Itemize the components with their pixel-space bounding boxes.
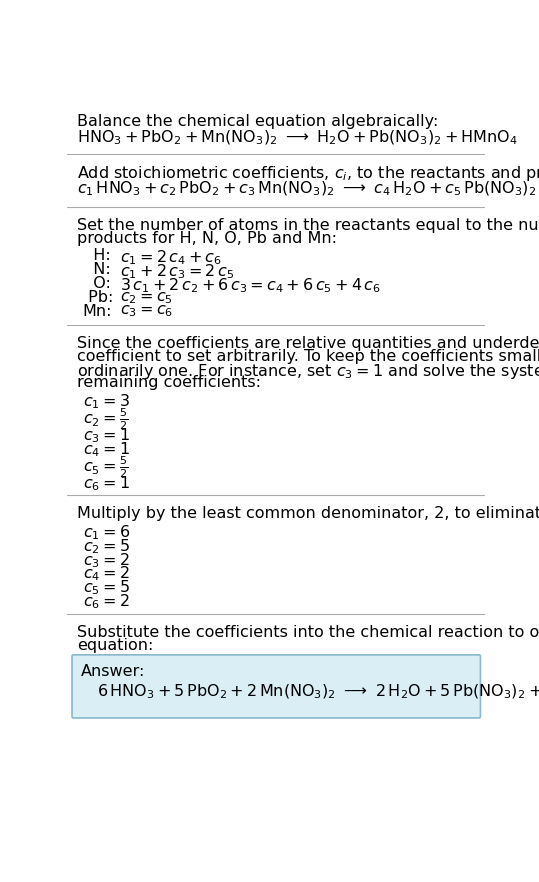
Text: $c_6 = 2$: $c_6 = 2$: [83, 593, 129, 611]
Text: O:: O:: [83, 276, 110, 291]
Text: $c_3 = 2$: $c_3 = 2$: [83, 551, 129, 570]
Text: ordinarily one. For instance, set $c_3 = 1$ and solve the system of equations fo: ordinarily one. For instance, set $c_3 =…: [77, 363, 539, 381]
Text: $3\,c_1 + 2\,c_2 + 6\,c_3 = c_4 + 6\,c_5 + 4\,c_6$: $3\,c_1 + 2\,c_2 + 6\,c_3 = c_4 + 6\,c_5…: [120, 276, 381, 295]
Text: Balance the chemical equation algebraically:: Balance the chemical equation algebraica…: [77, 114, 438, 129]
Text: remaining coefficients:: remaining coefficients:: [77, 376, 261, 391]
Text: $c_4 = 1$: $c_4 = 1$: [83, 440, 130, 459]
Text: $c_1 = 6$: $c_1 = 6$: [83, 523, 130, 542]
Text: Multiply by the least common denominator, 2, to eliminate fractional coefficient: Multiply by the least common denominator…: [77, 506, 539, 521]
Text: $c_3 = c_6$: $c_3 = c_6$: [120, 303, 173, 319]
Text: $c_1 = 2\,c_4 + c_6$: $c_1 = 2\,c_4 + c_6$: [120, 249, 222, 267]
Text: $c_3 = 1$: $c_3 = 1$: [83, 426, 130, 445]
Text: Pb:: Pb:: [83, 290, 113, 305]
Text: H:: H:: [83, 249, 110, 264]
Text: N:: N:: [83, 262, 110, 277]
Text: $\mathrm{HNO_3 + PbO_2 + Mn(NO_3)_2\ \longrightarrow\ H_2O + Pb(NO_3)_2 + HMnO_4: $\mathrm{HNO_3 + PbO_2 + Mn(NO_3)_2\ \lo…: [77, 129, 517, 147]
Text: $c_1 = 3$: $c_1 = 3$: [83, 392, 130, 411]
Text: $c_2 = c_5$: $c_2 = c_5$: [120, 290, 173, 305]
Text: $c_1\,\mathrm{HNO_3} + c_2\,\mathrm{PbO_2} + c_3\,\mathrm{Mn(NO_3)_2}\ \longrigh: $c_1\,\mathrm{HNO_3} + c_2\,\mathrm{PbO_…: [77, 180, 539, 198]
Text: coefficient to set arbitrarily. To keep the coefficients small, the arbitrary va: coefficient to set arbitrarily. To keep …: [77, 349, 539, 364]
Text: $c_2 = 5$: $c_2 = 5$: [83, 537, 130, 556]
Text: Set the number of atoms in the reactants equal to the number of atoms in the: Set the number of atoms in the reactants…: [77, 218, 539, 233]
Text: products for H, N, O, Pb and Mn:: products for H, N, O, Pb and Mn:: [77, 231, 337, 246]
Text: Answer:: Answer:: [81, 664, 146, 679]
Text: $c_5 = 5$: $c_5 = 5$: [83, 579, 130, 597]
Text: Add stoichiometric coefficients, $c_i$, to the reactants and products:: Add stoichiometric coefficients, $c_i$, …: [77, 164, 539, 183]
Text: $6\,\mathrm{HNO_3} + 5\,\mathrm{PbO_2} + 2\,\mathrm{Mn(NO_3)_2}\ \longrightarrow: $6\,\mathrm{HNO_3} + 5\,\mathrm{PbO_2} +…: [97, 683, 539, 701]
Text: Since the coefficients are relative quantities and underdetermined, choose a: Since the coefficients are relative quan…: [77, 336, 539, 351]
Text: Mn:: Mn:: [83, 303, 112, 318]
FancyBboxPatch shape: [72, 654, 480, 718]
Text: $c_4 = 2$: $c_4 = 2$: [83, 564, 129, 584]
Text: $c_5 = \frac{5}{2}$: $c_5 = \frac{5}{2}$: [83, 454, 128, 480]
Text: $c_1 + 2\,c_3 = 2\,c_5$: $c_1 + 2\,c_3 = 2\,c_5$: [120, 262, 234, 280]
Text: $c_6 = 1$: $c_6 = 1$: [83, 474, 130, 493]
Text: Substitute the coefficients into the chemical reaction to obtain the balanced: Substitute the coefficients into the che…: [77, 624, 539, 639]
Text: $c_2 = \frac{5}{2}$: $c_2 = \frac{5}{2}$: [83, 406, 128, 432]
Text: equation:: equation:: [77, 638, 153, 653]
